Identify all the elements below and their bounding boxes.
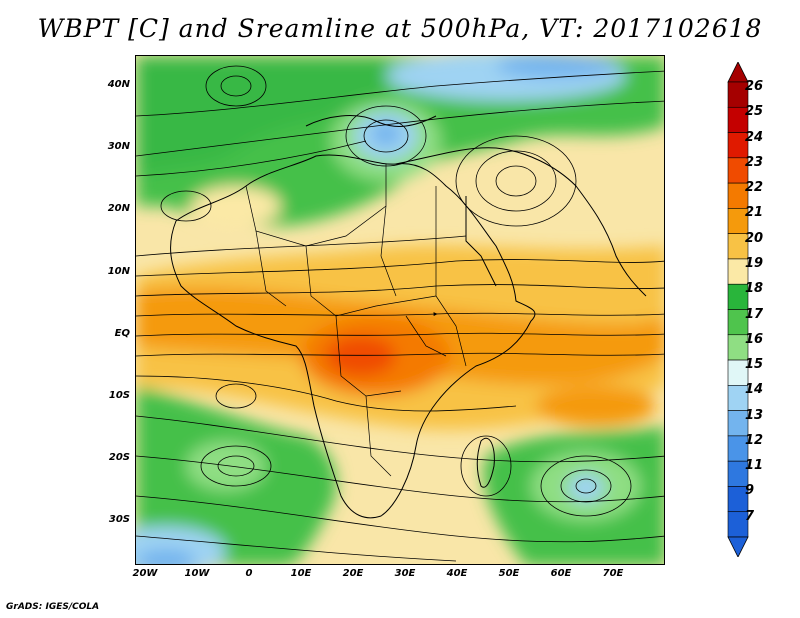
longitude-label: 20E (342, 568, 364, 579)
colorbar-min-arrow (727, 536, 749, 557)
colorbar-label: 12 (745, 432, 764, 448)
latitude-label: 30N (107, 141, 130, 153)
coastlines (170, 115, 647, 519)
colorbar-label: 25 (745, 104, 764, 120)
colorbar-label: 23 (745, 154, 764, 170)
colorbar (727, 62, 749, 557)
longitude-label: 40E (446, 568, 468, 579)
longitude-label: 30E (394, 568, 416, 579)
longitude-label: 0 (245, 568, 253, 579)
longitude-label: 20W (132, 568, 158, 579)
longitude-label: 10E (290, 568, 312, 579)
colorbar-label: 15 (745, 357, 764, 373)
longitude-label: 50E (498, 568, 520, 579)
latitude-label: EQ (114, 327, 130, 339)
latitude-label: 10N (107, 265, 130, 277)
colorbar-label: 7 (745, 508, 755, 524)
latitude-label: 40N (107, 79, 130, 90)
map-canvas (136, 56, 664, 564)
wbpt-field (136, 56, 664, 564)
colorbar-label: 24 (745, 129, 764, 145)
colorbar-label: 26 (745, 79, 764, 94)
colorbar-label: 17 (745, 306, 764, 322)
map-title: WBPT [C] and Sreamline at 500hPa, VT: 20… (37, 14, 763, 43)
colorbar-label: 11 (745, 458, 764, 474)
colorbar-label: 18 (745, 281, 764, 297)
map-panel (135, 55, 665, 565)
latitude-label: 20N (107, 203, 130, 215)
colorbar-label: 19 (745, 255, 764, 271)
longitude-label: 70E (602, 568, 624, 579)
credit-text: GrADS: IGES/COLA (6, 602, 100, 612)
colorbar-label: 13 (745, 407, 764, 423)
latitude-label: 10S (108, 390, 130, 401)
colorbar-label: 9 (745, 483, 755, 499)
colorbar-label: 21 (745, 205, 764, 221)
colorbar-label: 22 (745, 180, 764, 196)
longitude-label: 60E (550, 568, 572, 579)
latitude-label: 30S (108, 514, 130, 526)
streamlines (136, 65, 664, 562)
colorbar-label: 16 (745, 331, 764, 347)
latitude-label: 20S (108, 452, 130, 464)
longitude-label: 10W (184, 568, 210, 579)
colorbar-label: 20 (745, 230, 764, 246)
colorbar-label: 14 (745, 382, 764, 398)
